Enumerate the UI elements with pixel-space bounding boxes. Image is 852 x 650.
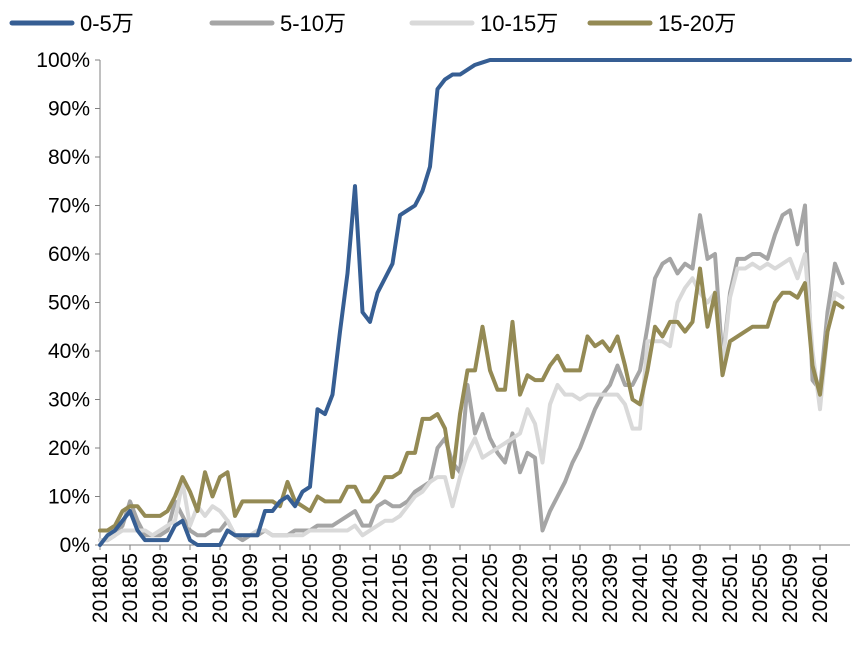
series-lines bbox=[98, 58, 852, 547]
x-tick-label: 202305 bbox=[569, 553, 592, 623]
y-tick-label: 10% bbox=[48, 486, 90, 509]
x-tick-label: 202505 bbox=[749, 553, 772, 623]
x-tick-label: 202201 bbox=[449, 553, 472, 623]
y-tick-label: 30% bbox=[48, 389, 90, 412]
series-line-0 bbox=[98, 58, 852, 547]
legend: 0-5万 5-10万 10-15万 15-20万 bbox=[9, 11, 736, 36]
x-tick-label: 201801 bbox=[89, 553, 112, 623]
x-tick-label: 202601 bbox=[809, 553, 832, 623]
y-tick-label: 100% bbox=[36, 49, 90, 72]
y-tick-label: 90% bbox=[48, 98, 90, 121]
x-tick-label: 202205 bbox=[479, 553, 502, 623]
x-tick-label: 201905 bbox=[209, 553, 232, 623]
x-tick-label: 202309 bbox=[599, 553, 622, 623]
series-line-1 bbox=[98, 203, 845, 543]
x-tick-label: 202509 bbox=[779, 553, 802, 623]
legend-item-3: 15-20万 bbox=[587, 11, 736, 36]
y-tick-label: 40% bbox=[48, 340, 90, 363]
legend-label: 10-15万 bbox=[480, 11, 558, 36]
x-tick-label: 202009 bbox=[329, 553, 352, 623]
legend-item-0: 0-5万 bbox=[9, 11, 134, 36]
x-tick-label: 201909 bbox=[239, 553, 262, 623]
x-tick-label: 202209 bbox=[509, 553, 532, 623]
legend-label: 5-10万 bbox=[280, 11, 346, 36]
x-tick-label: 202001 bbox=[269, 553, 292, 623]
x-tick-label: 202301 bbox=[539, 553, 562, 623]
x-tick-label: 202401 bbox=[629, 553, 652, 623]
x-tick-label: 202005 bbox=[299, 553, 322, 623]
legend-label: 15-20万 bbox=[658, 11, 736, 36]
x-tick-label: 202405 bbox=[659, 553, 682, 623]
y-tick-label: 20% bbox=[48, 437, 90, 460]
series-line-3 bbox=[98, 266, 845, 533]
axes: 0% 10% 20% 30% 40% 50% 60% 70% 80% 90% 100% 201801 2… bbox=[36, 49, 850, 623]
y-tick-label: 0% bbox=[60, 534, 90, 557]
y-tick-label: 60% bbox=[48, 243, 90, 266]
x-tick-label: 202409 bbox=[689, 553, 712, 623]
x-tick-label: 201805 bbox=[119, 553, 142, 623]
y-tick-label: 50% bbox=[48, 292, 90, 315]
x-tick-label: 202101 bbox=[359, 553, 382, 623]
legend-item-2: 10-15万 bbox=[409, 11, 558, 36]
x-tick-label: 201809 bbox=[149, 553, 172, 623]
y-tick-label: 80% bbox=[48, 146, 90, 169]
x-tick-label: 202501 bbox=[719, 553, 742, 623]
x-tick-label: 202105 bbox=[389, 553, 412, 623]
legend-label: 0-5万 bbox=[80, 11, 134, 36]
y-tick-label: 70% bbox=[48, 195, 90, 218]
x-tick-label: 201901 bbox=[179, 553, 202, 623]
x-tick-label: 202109 bbox=[419, 553, 442, 623]
legend-item-1: 5-10万 bbox=[209, 11, 346, 36]
